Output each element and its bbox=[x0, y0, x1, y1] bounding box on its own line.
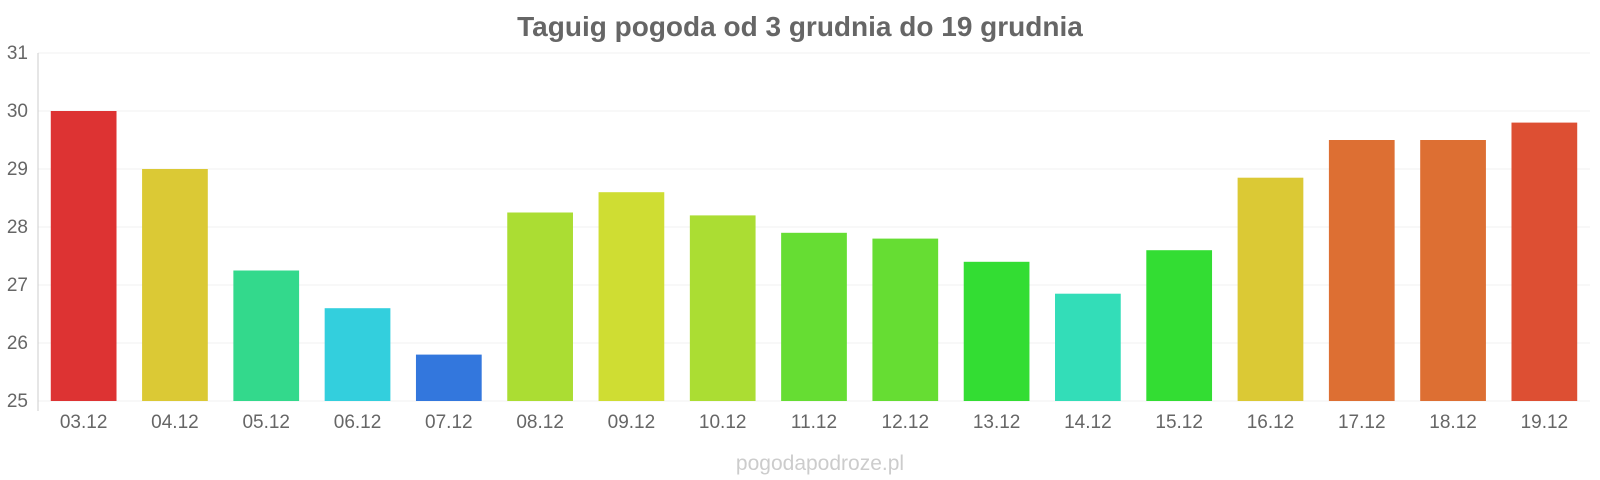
chart-title: Taguig pogoda od 3 grudnia do 19 grudnia bbox=[517, 11, 1083, 42]
y-axis: 25 26 27 28 29 30 31 bbox=[7, 43, 28, 412]
bar-09.12 bbox=[598, 192, 665, 401]
bar-17.12 bbox=[1328, 140, 1395, 401]
bar-03.12 bbox=[50, 111, 117, 401]
bar-08.12 bbox=[507, 212, 573, 401]
x-tick-label: 14.12 bbox=[1064, 412, 1112, 433]
bar-04.12 bbox=[142, 169, 208, 401]
bar-13.12 bbox=[963, 261, 1030, 401]
x-axis: 03.12 04.12 05.12 06.12 07.12 08.12 09.12 10.12… bbox=[60, 412, 1568, 433]
x-tick-label: 10.12 bbox=[699, 412, 747, 433]
x-tick-label: 19.12 bbox=[1521, 412, 1569, 433]
bar-10.12 bbox=[689, 215, 756, 401]
bar-07.12 bbox=[415, 354, 482, 401]
x-tick-label: 07.12 bbox=[425, 412, 473, 433]
x-tick-label: 16.12 bbox=[1247, 412, 1295, 433]
y-tick-label: 30 bbox=[7, 101, 28, 122]
bar-14.12 bbox=[1055, 293, 1121, 401]
x-tick-label: 06.12 bbox=[334, 412, 382, 433]
x-tick-label: 13.12 bbox=[973, 412, 1021, 433]
bar-19.12 bbox=[1511, 122, 1578, 401]
y-tick-label: 31 bbox=[7, 43, 28, 64]
x-tick-label: 15.12 bbox=[1155, 412, 1203, 433]
x-tick-label: 09.12 bbox=[608, 412, 656, 433]
bar-06.12 bbox=[324, 308, 391, 401]
bar-12.12 bbox=[872, 238, 939, 401]
y-tick-label: 28 bbox=[7, 217, 28, 238]
bar-11.12 bbox=[781, 232, 847, 401]
x-tick-label: 17.12 bbox=[1338, 412, 1386, 433]
bars bbox=[50, 111, 1578, 401]
watermark: pogodapodroze.pl bbox=[736, 452, 904, 475]
x-tick-label: 04.12 bbox=[151, 412, 199, 433]
x-tick-label: 18.12 bbox=[1429, 412, 1477, 433]
x-tick-label: 12.12 bbox=[882, 412, 930, 433]
y-tick-label: 26 bbox=[7, 333, 28, 354]
x-tick-label: 08.12 bbox=[516, 412, 564, 433]
x-tick-label: 03.12 bbox=[60, 412, 108, 433]
y-tick-label: 29 bbox=[7, 159, 28, 180]
bar-05.12 bbox=[233, 270, 300, 401]
y-tick-label: 25 bbox=[7, 391, 28, 412]
x-tick-label: 11.12 bbox=[791, 412, 837, 433]
y-tick-label: 27 bbox=[7, 275, 28, 296]
x-tick-label: 05.12 bbox=[242, 412, 290, 433]
bar-16.12 bbox=[1237, 177, 1304, 401]
bar-15.12 bbox=[1146, 250, 1213, 401]
bar-18.12 bbox=[1420, 140, 1486, 401]
